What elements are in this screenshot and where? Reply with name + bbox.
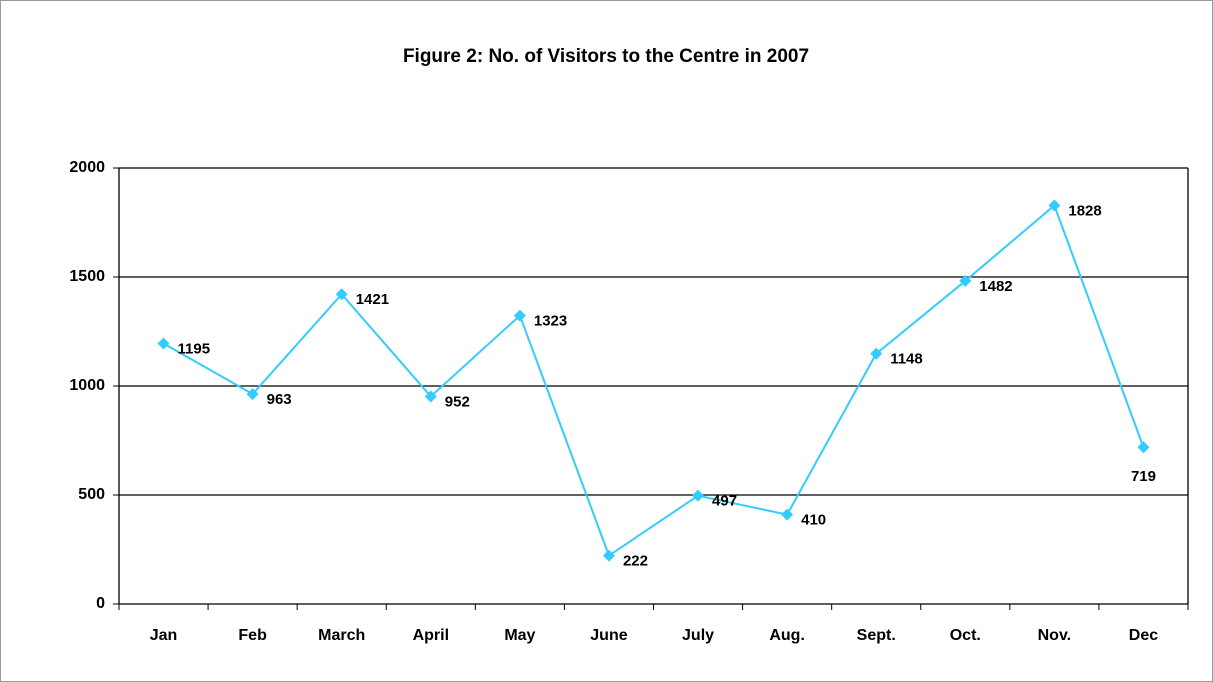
data-label: 222 — [623, 553, 648, 570]
x-tick-label: Feb — [238, 627, 267, 644]
data-label: 497 — [712, 493, 737, 510]
marker — [781, 508, 794, 521]
x-tick-label: Dec — [1129, 627, 1158, 644]
x-tick-label: Jan — [150, 627, 178, 644]
x-tick-label: May — [504, 627, 535, 644]
data-label: 719 — [1131, 468, 1156, 485]
x-tick-label: April — [413, 627, 449, 644]
data-label: 1323 — [534, 313, 567, 330]
y-tick-label: 1000 — [69, 377, 105, 394]
marker — [959, 274, 972, 287]
y-tick-label: 0 — [96, 595, 105, 612]
data-label: 952 — [445, 393, 470, 410]
y-tick-label: 500 — [78, 486, 105, 503]
x-tick-label: Sept. — [857, 627, 896, 644]
y-tick-label: 1500 — [69, 268, 105, 285]
marker — [335, 288, 348, 301]
line — [163, 203, 1145, 558]
data-label: 1828 — [1068, 202, 1101, 219]
y-tick-label: 2000 — [69, 159, 105, 176]
data-label: 1421 — [356, 291, 389, 308]
marker — [246, 388, 259, 401]
x-tick-label: Oct. — [950, 627, 981, 644]
x-tick-label: Nov. — [1038, 627, 1071, 644]
marker — [1137, 441, 1150, 454]
chart-title: Figure 2: No. of Visitors to the Centre … — [403, 46, 809, 67]
data-label: 410 — [801, 512, 826, 529]
marker — [1048, 199, 1061, 212]
data-label: 963 — [267, 391, 292, 408]
x-tick-label: July — [682, 627, 714, 644]
marker — [157, 337, 170, 350]
x-tick-label: March — [318, 627, 365, 644]
data-label: 1195 — [178, 340, 211, 357]
marker — [602, 549, 615, 562]
marker — [870, 347, 883, 360]
marker — [424, 390, 437, 403]
marker — [692, 489, 705, 502]
data-label: 1482 — [979, 278, 1012, 295]
x-tick-label: June — [590, 627, 627, 644]
x-tick-label: Aug. — [769, 627, 805, 644]
data-label: 1148 — [890, 351, 923, 368]
marker — [513, 309, 526, 322]
